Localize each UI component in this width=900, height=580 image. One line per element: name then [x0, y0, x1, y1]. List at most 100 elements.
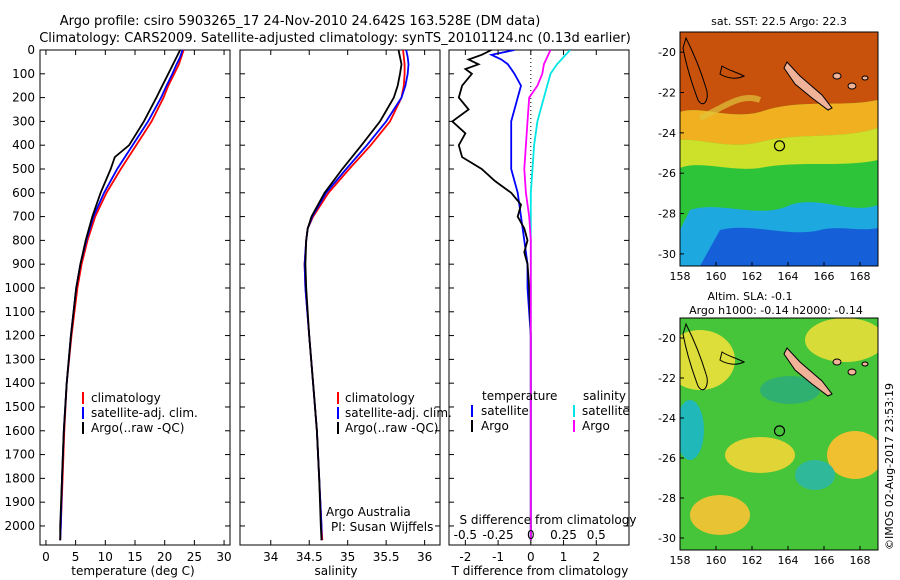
salinity-xtick-label: 35: [340, 550, 355, 564]
sla-patch: [827, 431, 878, 479]
salinity-annotation-line1: Argo Australia: [326, 505, 411, 519]
map-ytick-label: -24: [658, 412, 676, 425]
loyalty-island: [832, 358, 842, 366]
depth-tick-label: 1600: [4, 424, 35, 438]
map-xtick-label: 162: [742, 554, 763, 567]
map-xtick-label: 166: [814, 554, 835, 567]
sla-map-title-line2: Argo h1000: -0.14 h2000: -0.14: [689, 304, 863, 317]
legend-title-temperature: temperature: [482, 389, 557, 403]
map-xtick-label: 160: [706, 270, 727, 283]
sla-map-field: [680, 318, 878, 550]
temperature-xlabel: temperature (deg C): [71, 564, 194, 578]
salinity-series-group: [303, 50, 410, 541]
new-caledonia-island: [783, 347, 833, 397]
sst-yellow-band: [680, 128, 878, 169]
depth-tick-label: 0: [27, 43, 35, 57]
depth-tick-label: 1300: [4, 352, 35, 366]
map-ytick-label: -26: [658, 452, 676, 465]
salinity-xtick-label: 35.5: [373, 550, 400, 564]
depth-tick-label: 1900: [4, 495, 35, 509]
salinity-panel-frame: [239, 49, 441, 546]
map-xtick-label: 168: [850, 554, 871, 567]
legend-label-climatology: climatology: [345, 391, 415, 405]
depth-tick-label: 400: [12, 138, 35, 152]
temperature-xtick-label: 15: [127, 550, 142, 564]
imos-credit: ©IMOS 02-Aug-2017 23:53:19: [883, 383, 896, 550]
map-xtick-label: 164: [778, 270, 799, 283]
depth-tick-label: 2000: [4, 519, 35, 533]
difference-xlabel: T difference from climatology: [451, 564, 629, 578]
loyalty-island: [832, 72, 842, 80]
sst-warm-band: [680, 32, 878, 115]
sst-front: [698, 95, 762, 121]
temperature-xtick-label: 30: [216, 550, 231, 564]
reef-outline: [719, 351, 746, 365]
sla-map-frame: [679, 317, 879, 551]
legend-label-sal-satellite: satellite: [582, 404, 630, 418]
salinity-annotation-line2: PI: Susan Wijffels: [331, 520, 433, 534]
difference-series-sal_argo-line: [523, 50, 552, 541]
temperature-xtick-label: 0: [42, 550, 50, 564]
salinity-diff-tick-label: 0.5: [587, 528, 606, 542]
map-ytick-label: -30: [658, 532, 676, 545]
map-ytick-label: -26: [658, 167, 676, 180]
figure-title-line1: Argo profile: csiro 5903265_17 24-Nov-20…: [60, 14, 541, 29]
difference-panel-frame: [448, 49, 630, 546]
sla-patch: [760, 376, 820, 404]
sst-map-field: [680, 32, 878, 266]
sla-patch: [795, 460, 835, 490]
loyalty-island: [847, 368, 857, 376]
difference-xtick-label: 1: [560, 550, 568, 564]
legend-label-temp-satellite: satellite: [481, 404, 529, 418]
loyalty-island: [847, 82, 857, 90]
temperature-panel-frame: [39, 49, 231, 546]
temperature-xtick-label: 10: [98, 550, 113, 564]
difference-xtick-label: 0: [527, 550, 535, 564]
map-ytick-label: -28: [658, 208, 676, 221]
difference-xtick-label: 2: [592, 550, 600, 564]
map-ytick-label: -22: [658, 87, 676, 100]
legend-label-temp-argo: Argo: [481, 419, 509, 433]
legend-label-climatology: climatology: [91, 391, 161, 405]
map-xtick-label: 158: [670, 554, 691, 567]
map-ytick-label: -28: [658, 492, 676, 505]
figure-title-line2: Climatology: CARS2009. Satellite-adjuste…: [39, 31, 631, 46]
loyalty-island: [861, 75, 869, 81]
depth-tick-label: 1200: [4, 329, 35, 343]
map-ytick-label: -22: [658, 372, 676, 385]
map-ytick-label: -20: [658, 46, 676, 59]
salinity-diff-tick-label: -0.5: [454, 528, 477, 542]
reef-outline: [719, 65, 746, 79]
salinity-diff-tick-label: 0: [527, 528, 535, 542]
map-xtick-label: 162: [742, 270, 763, 283]
depth-tick-label: 1500: [4, 400, 35, 414]
argo-location-marker: [773, 425, 786, 437]
new-caledonia-island: [783, 61, 833, 111]
depth-tick-label: 500: [12, 162, 35, 176]
map-xtick-label: 164: [778, 554, 799, 567]
depth-tick-label: 1400: [4, 376, 35, 390]
legend-label-argo: Argo(..raw -QC): [91, 421, 184, 435]
salinity-diff-tick-label: -0.25: [483, 528, 514, 542]
difference-xtick-label: -1: [492, 550, 504, 564]
salinity-xlabel: salinity: [314, 564, 357, 578]
depth-tick-label: 1000: [4, 281, 35, 295]
temperature-xtick-label: 5: [72, 550, 80, 564]
salinity-xtick-label: 36: [417, 550, 432, 564]
map-ytick-label: -30: [658, 248, 676, 261]
difference-xtick-label: -2: [459, 550, 471, 564]
sla-map-axes: 158 160 162 164 166 168 -20 -22 -24 -26 -28 -30: [658, 332, 870, 567]
sla-patch: [690, 495, 750, 535]
temperature-xtick-label: 25: [187, 550, 202, 564]
sla-patch: [725, 437, 795, 473]
map-ytick-label: -20: [658, 332, 676, 345]
depth-tick-label: 1700: [4, 448, 35, 462]
loyalty-island: [861, 361, 869, 367]
salinity-legend: climatology satellite-adj. clim. Argo(..…: [337, 391, 452, 435]
temperature-series-argo-line: [59, 50, 181, 541]
salinity-series-argo-line: [304, 50, 403, 541]
legend-title-salinity: salinity: [583, 389, 626, 403]
sst-map-frame: [679, 31, 879, 267]
temperature-xtick-label: 20: [157, 550, 172, 564]
